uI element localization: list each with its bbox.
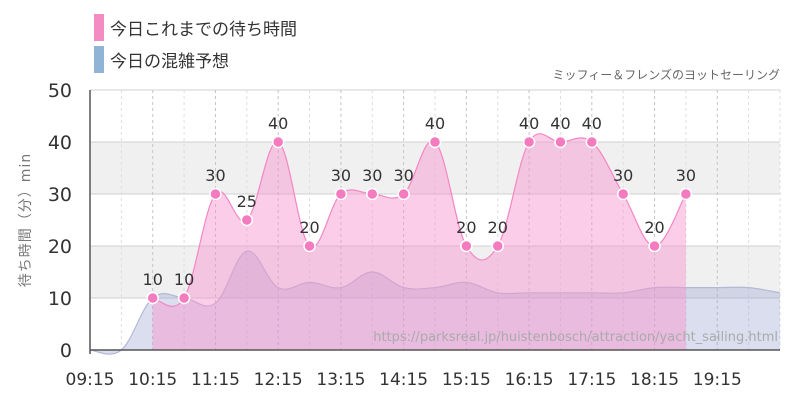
y-tick-label: 50: [48, 80, 72, 102]
x-tick-label: 13:15: [316, 370, 365, 390]
data-point: [240, 213, 254, 227]
data-label: 30: [613, 166, 633, 185]
x-tick-labels: 09:15 10:15 11:15 12:15 13:15 14:15 15:15 16:15…: [66, 370, 742, 390]
x-tick-label: 19:15: [693, 370, 742, 390]
data-point: [491, 239, 504, 253]
data-point: [554, 135, 567, 149]
chart-subtitle: ミッフィー＆フレンズのヨットセーリング: [552, 68, 780, 82]
source-url[interactable]: https://parksreal.jp/huistenbosch/attrac…: [373, 330, 778, 345]
x-tick-label: 16:15: [505, 370, 554, 390]
data-point: [648, 239, 661, 253]
data-label: 20: [299, 218, 319, 237]
data-label: 40: [582, 114, 602, 133]
data-point: [460, 239, 473, 253]
data-point: [209, 187, 222, 201]
data-point: [397, 187, 410, 201]
series-line-forecast: [89, 250, 781, 355]
legend-item-actual[interactable]: 今日これまでの待ち時間: [94, 13, 297, 41]
data-point: [334, 187, 348, 201]
data-label: 40: [519, 114, 539, 133]
x-tick-label: 18:15: [630, 370, 679, 390]
x-tick-label: 14:15: [379, 370, 428, 390]
data-label: 30: [676, 166, 696, 185]
legend-item-forecast[interactable]: 今日の混雑予想: [94, 45, 229, 73]
data-label: 25: [237, 192, 257, 211]
legend-label-actual: 今日これまでの待ち時間: [110, 19, 297, 40]
data-point: [366, 187, 379, 201]
x-tick-label: 11:15: [191, 370, 240, 390]
y-tick-label: 40: [48, 132, 72, 154]
data-label: 10: [174, 270, 194, 289]
data-label: 20: [488, 218, 508, 237]
y-axis-label: 待ち時間（分）min: [18, 152, 34, 288]
y-tick-labels: 0 10 20 30 40 50: [48, 80, 72, 362]
data-label: 30: [393, 166, 413, 185]
data-label: 40: [425, 114, 445, 133]
data-label: 30: [331, 166, 351, 185]
y-tick-label: 20: [48, 236, 72, 258]
x-tick-label: 15:15: [442, 370, 491, 390]
x-tick-label: 09:15: [66, 370, 115, 390]
legend-swatch-forecast: [94, 45, 104, 73]
data-point: [177, 291, 191, 305]
data-point: [303, 239, 316, 253]
data-label: 10: [143, 270, 163, 289]
y-tick-label: 30: [48, 184, 72, 206]
y-tick-label: 0: [60, 340, 72, 362]
data-point: [428, 135, 442, 149]
series-area-actual: [152, 133, 686, 350]
axes: [89, 90, 780, 354]
data-point: [271, 135, 285, 149]
legend-label-forecast: 今日の混雑予想: [110, 51, 229, 72]
x-tick-label: 17:15: [567, 370, 616, 390]
data-label: 20: [644, 218, 664, 237]
data-label: 40: [268, 114, 288, 133]
data-labels: 10 10 30 25 40 20 30 30 30 40 20 20 40 40 40 30 20 30: [143, 114, 697, 289]
data-markers: [146, 135, 693, 305]
x-tick-label: 12:15: [254, 370, 303, 390]
y-tick-label: 10: [48, 288, 72, 310]
series-areas: [89, 133, 781, 355]
data-point: [616, 187, 630, 201]
data-point: [522, 135, 536, 149]
data-label: 20: [456, 218, 476, 237]
data-label: 40: [550, 114, 570, 133]
data-label: 30: [362, 166, 382, 185]
data-point: [585, 135, 599, 149]
data-label: 30: [205, 166, 225, 185]
data-point: [679, 187, 693, 201]
x-tick-label: 10:15: [128, 370, 177, 390]
series-area-forecast: [90, 251, 780, 355]
data-point: [146, 291, 159, 305]
legend-swatch-actual: [94, 13, 104, 41]
